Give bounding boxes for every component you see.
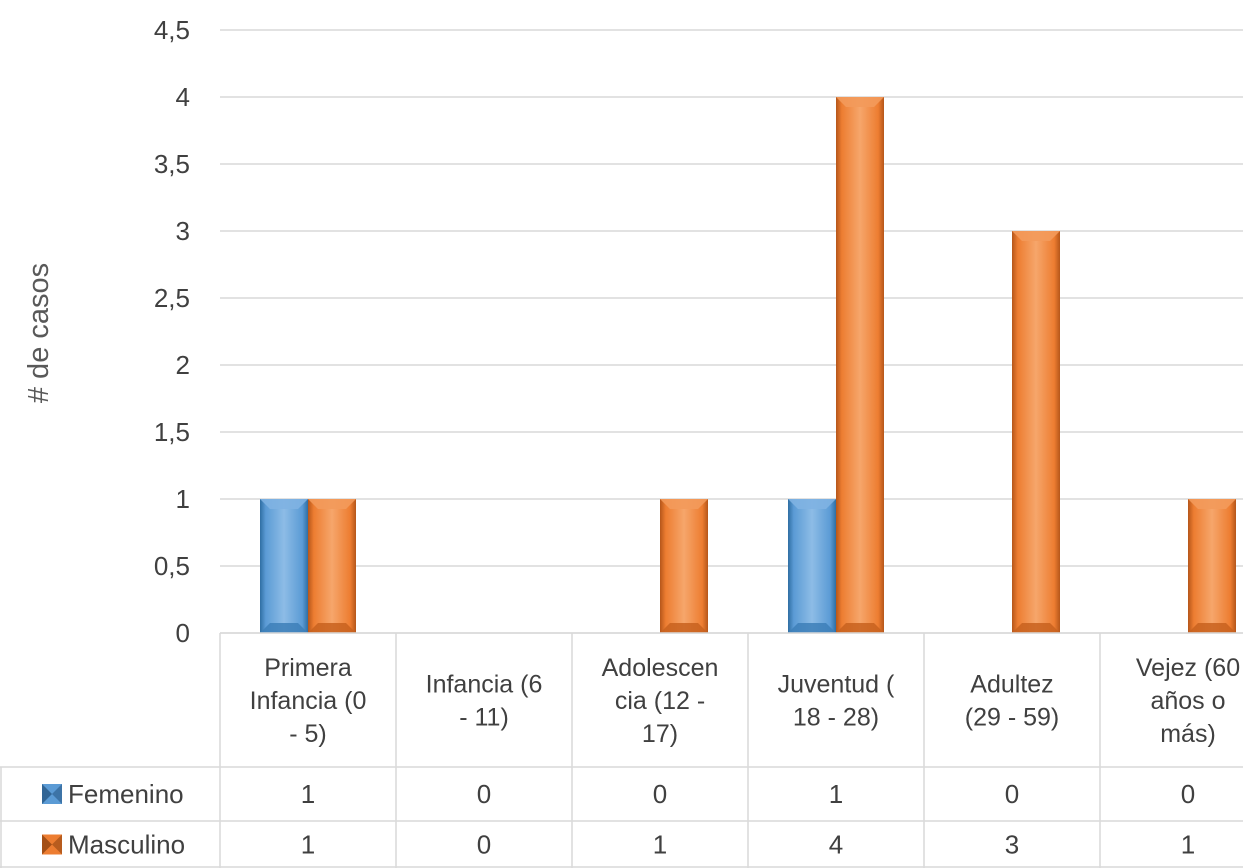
y-axis-title: # de casos [23,263,55,403]
y-tick-label: 3,5 [154,149,190,179]
y-axis-ticks: 0 0,5 1 1,5 2 2,5 3 3,5 4 4,5 [154,15,190,648]
category-label: Juventud ( [778,671,895,699]
y-tick-label: 4,5 [154,15,190,45]
table-cell-masculino: 0 [477,830,491,860]
y-tick-label: 2 [176,350,190,380]
category-label: Vejez (60 [1136,654,1240,682]
bars [260,97,1236,633]
bar-masculino-0 [308,499,356,633]
category-label: (29 - 59) [965,704,1059,732]
table-cell-femenino: 0 [1181,779,1195,809]
legend-label-femenino: Femenino [68,779,184,809]
bar-masculino-5 [1188,499,1236,633]
legend-key-masculino [42,834,62,855]
y-tick-label: 1 [176,484,190,514]
y-tick-label: 3 [176,216,190,246]
legend-label-masculino: Masculino [68,830,185,860]
gridlines [220,29,1243,634]
y-tick-label: 0,5 [154,551,190,581]
table-cell-femenino: 1 [301,779,315,809]
table-cell-femenino: 0 [477,779,491,809]
table-cell-femenino: 1 [829,779,843,809]
category-label: Infancia (6 [426,671,543,699]
table-cell-masculino: 1 [1181,830,1195,860]
category-label: años o [1150,687,1225,715]
category-label: - 11) [459,704,509,732]
bar-masculino-2 [660,499,708,633]
bar-masculino-4 [1012,231,1060,633]
category-label: - 5) [289,720,327,748]
category-label: cia (12 - [615,687,705,715]
category-label: 17) [642,720,678,748]
bar-femenino-0 [260,499,308,633]
table-cell-femenino: 0 [653,779,667,809]
category-label: más) [1160,720,1216,748]
category-label: 18 - 28) [793,704,879,732]
category-label: Adolescen [602,654,719,682]
y-tick-label: 0 [176,618,190,648]
category-label: Adultez [970,671,1053,699]
table-cell-femenino: 0 [1005,779,1019,809]
category-label: Infancia (0 [250,687,367,715]
y-tick-label: 2,5 [154,283,190,313]
table-cell-masculino: 1 [301,830,315,860]
table-cell-masculino: 4 [829,830,843,860]
data-table: Primera Infancia (0 - 5) Infancia (6 - 11) Ad… [0,632,1243,868]
y-tick-label: 1,5 [154,417,190,447]
bar-masculino-3 [836,97,884,633]
bar-femenino-3 [788,499,836,633]
table-cell-masculino: 1 [653,830,667,860]
y-tick-label: 4 [176,82,190,112]
category-label: Primera [264,654,352,682]
table-cell-masculino: 3 [1005,830,1019,860]
legend-key-femenino [42,784,62,804]
